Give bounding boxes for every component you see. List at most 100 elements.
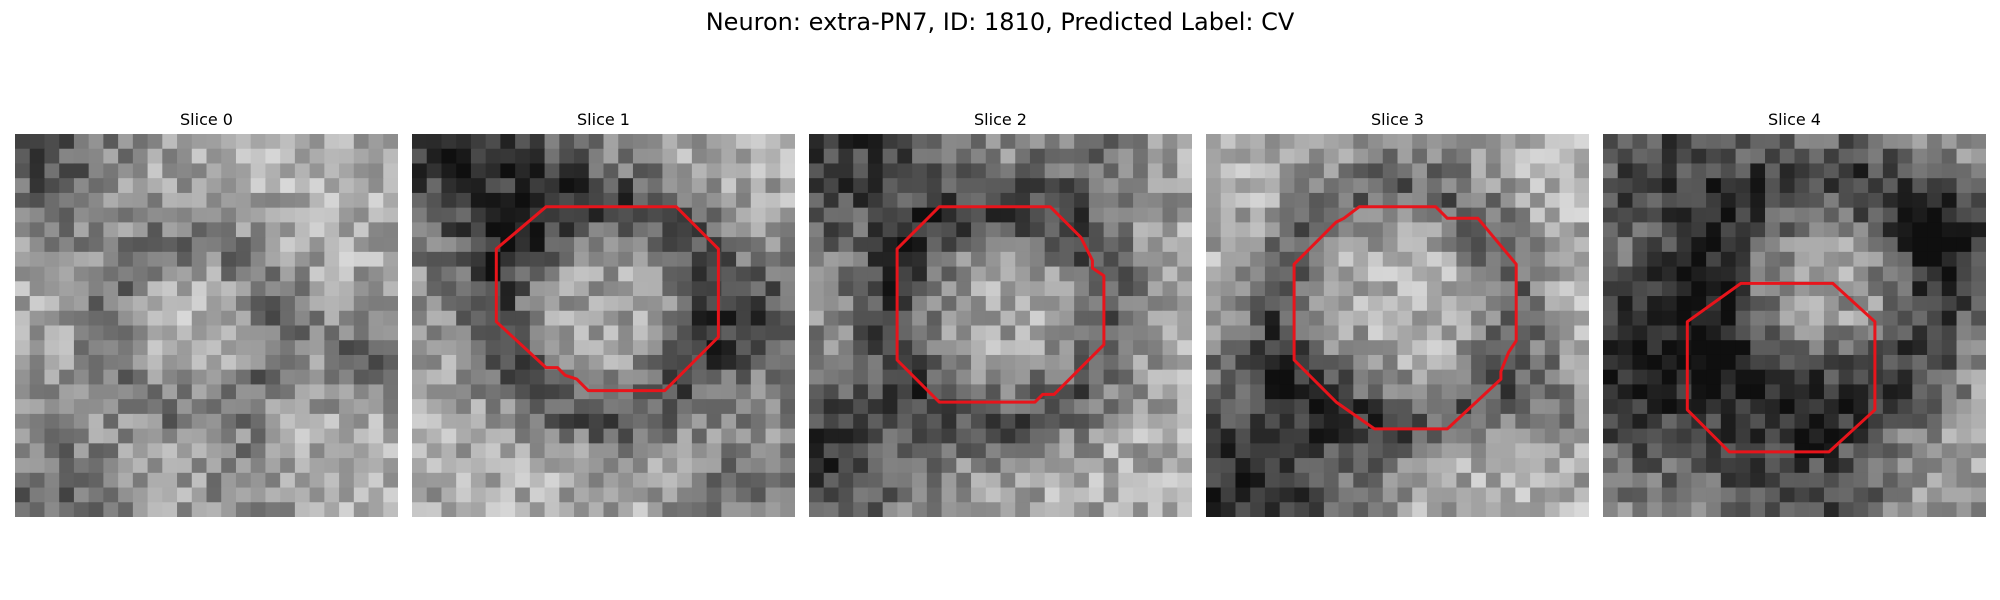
image-pixel (780, 325, 795, 341)
image-pixel (1235, 310, 1251, 327)
image-pixel (780, 428, 795, 444)
image-pixel (632, 310, 649, 327)
image-pixel (882, 237, 898, 253)
image-pixel (1809, 399, 1825, 415)
image-pixel (985, 222, 1002, 238)
image-pixel (691, 369, 708, 386)
image-pixel (1220, 192, 1237, 209)
image-pixel (1485, 192, 1502, 209)
image-pixel (177, 384, 193, 400)
image-pixel (867, 281, 884, 297)
image-pixel (809, 163, 825, 179)
image-pixel (706, 443, 722, 459)
image-pixel (1177, 458, 1192, 474)
image-pixel (721, 413, 737, 430)
image-pixel (1632, 148, 1648, 165)
image-pixel (426, 472, 443, 489)
image-pixel (1485, 251, 1502, 268)
image-pixel (1338, 178, 1354, 194)
image-pixel (1456, 163, 1472, 179)
image-pixel (1617, 178, 1634, 194)
image-pixel (603, 266, 619, 282)
image-pixel (838, 472, 854, 489)
image-pixel (985, 354, 1002, 371)
image-pixel (677, 281, 693, 297)
image-pixel (1309, 472, 1325, 489)
image-pixel (280, 428, 296, 444)
image-pixel (1559, 207, 1575, 223)
image-pixel (515, 237, 531, 253)
image-pixel (1912, 163, 1928, 179)
image-pixel (618, 296, 634, 312)
image-pixel (500, 296, 516, 312)
image-pixel (721, 222, 737, 238)
slice-title: Slice 3 (1371, 110, 1424, 129)
image-pixel (1029, 148, 1046, 165)
image-pixel (1735, 251, 1751, 268)
image-pixel (206, 340, 222, 356)
image-pixel (1676, 192, 1692, 209)
image-pixel (353, 237, 370, 253)
image-pixel (647, 237, 664, 253)
image-pixel (118, 148, 134, 165)
image-pixel (265, 340, 281, 356)
image-pixel (765, 237, 781, 253)
image-pixel (441, 487, 457, 503)
image-pixel (103, 502, 119, 517)
image-pixel (1971, 340, 1986, 356)
image-pixel (1617, 428, 1634, 444)
image-pixel (618, 428, 634, 444)
image-pixel (1309, 502, 1325, 517)
image-pixel (1118, 266, 1134, 282)
image-pixel (1868, 178, 1884, 194)
image-pixel (1471, 178, 1487, 194)
image-pixel (867, 502, 884, 517)
image-pixel (368, 340, 384, 356)
image-pixel (1162, 325, 1178, 341)
image-pixel (1133, 487, 1149, 503)
image-pixel (603, 251, 619, 268)
image-pixel (59, 281, 75, 297)
image-pixel (1206, 384, 1222, 400)
image-pixel (1779, 487, 1796, 503)
image-pixel (1868, 296, 1884, 312)
image-pixel (1544, 192, 1561, 209)
image-pixel (1530, 399, 1546, 415)
image-pixel (1823, 163, 1840, 179)
image-pixel (985, 296, 1002, 312)
image-pixel (971, 487, 987, 503)
image-pixel (677, 413, 693, 430)
image-pixel (1750, 207, 1766, 223)
image-pixel (1515, 413, 1531, 430)
image-pixel (59, 237, 75, 253)
image-pixel (147, 134, 163, 150)
image-pixel (1691, 134, 1707, 150)
image-pixel (1661, 413, 1678, 430)
image-pixel (1412, 384, 1428, 400)
image-pixel (1485, 178, 1502, 194)
image-pixel (1838, 413, 1855, 430)
image-pixel (191, 369, 208, 386)
image-pixel (1706, 472, 1722, 489)
image-pixel (1647, 325, 1663, 341)
image-pixel (1074, 428, 1090, 444)
image-pixel (1264, 325, 1281, 341)
image-pixel (1044, 163, 1061, 179)
image-pixel (1353, 207, 1369, 223)
image-pixel (103, 207, 119, 223)
image-pixel (603, 502, 619, 517)
image-pixel (574, 281, 590, 297)
image-pixel (912, 458, 928, 474)
image-pixel (368, 472, 384, 489)
image-pixel (882, 281, 898, 297)
image-pixel (1177, 281, 1192, 297)
image-pixel (588, 472, 605, 489)
image-pixel (618, 163, 634, 179)
image-pixel (1530, 369, 1546, 386)
image-pixel (368, 502, 384, 517)
image-pixel (1147, 251, 1164, 268)
image-pixel (897, 428, 913, 444)
image-pixel (88, 472, 104, 489)
image-pixel (1823, 178, 1840, 194)
image-pixel (1544, 134, 1561, 150)
